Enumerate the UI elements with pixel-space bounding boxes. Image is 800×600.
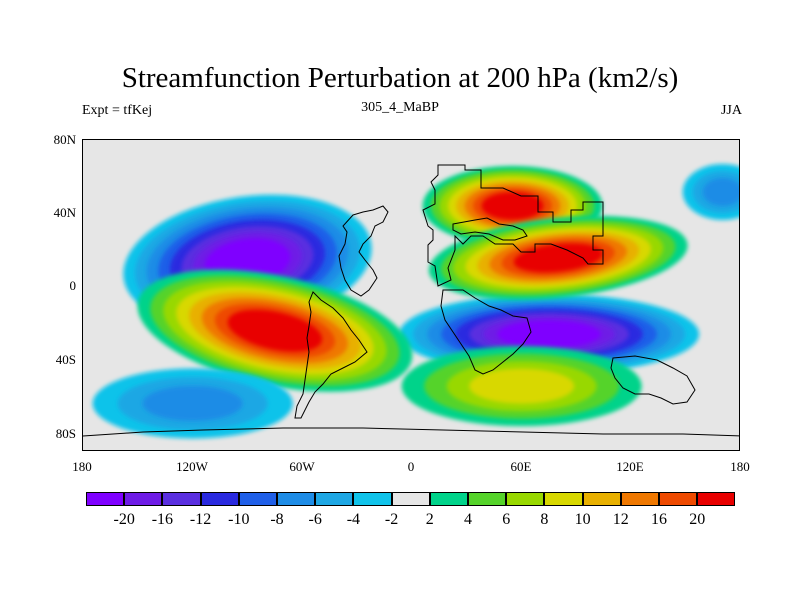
coastline-outline [422,164,604,287]
coastline-outline [294,291,368,419]
low-contour [142,385,243,421]
colorbar-label: 8 [540,511,549,528]
high-contour [513,243,603,273]
low-contour [702,178,739,206]
coastline-outline [338,205,389,297]
lat-label: 80N [53,132,76,147]
low-contour [497,320,601,348]
coastline-outline [83,427,739,437]
colorbar-swatch [544,492,583,506]
coastline-outline [452,217,528,241]
high-contour [469,368,575,404]
lat-label: 40S [55,352,76,367]
colorbar-swatch [620,492,659,506]
season-label: JJA [720,103,742,118]
colorbar-swatch [391,492,430,506]
lat-label: 80S [55,426,76,441]
colorbar-label: -8 [270,511,284,528]
colorbar-label: -2 [384,511,399,528]
high-contour [227,309,323,352]
lat-label: 40N [53,205,76,220]
colorbar-swatch [353,492,392,506]
colorbar-label: -12 [189,511,212,528]
lat-label: 0 [69,278,77,293]
lon-label: 60E [510,459,532,474]
colorbar-label: -6 [308,511,322,528]
lon-label: 180 [730,459,750,474]
colorbar-label: 4 [464,511,472,528]
colorbar-swatch [506,492,545,506]
colorbar-swatch [582,492,621,506]
contour-map [83,140,739,450]
colorbar-swatch [200,492,239,506]
colorbar-swatch [238,492,277,506]
colorbar-swatch [659,492,698,506]
colorbar-swatch [468,492,507,506]
contour-fields [92,164,739,439]
colorbar-swatch [277,492,316,506]
colorbar-swatch [315,492,354,506]
coastline-outline [440,289,532,375]
coastline [83,164,739,437]
lon-label: 180 [72,459,92,474]
colorbar-swatch [124,492,163,506]
colorbar-swatch [162,492,201,506]
high-contour [481,192,544,220]
map-plot-area [82,139,740,451]
lon-label: 120W [176,459,208,474]
lon-label: 60W [289,459,315,474]
colorbar-swatch [697,492,736,506]
chart-title: Streamfunction Perturbation at 200 hPa (… [121,62,679,94]
experiment-label: Expt = tfKej [82,103,153,118]
colorbar-swatch [429,492,468,506]
colorbar-label: -20 [113,511,135,528]
colorbar-label: 6 [502,511,511,528]
case-label: 305_4_MaBP [361,100,439,115]
lon-label: 0 [407,459,415,474]
colorbar-label: 12 [612,511,629,528]
colorbar-label: -4 [346,511,361,528]
colorbar-label: 2 [425,511,434,528]
colorbar-label: -16 [151,511,174,528]
colorbar-label: -10 [228,511,250,528]
coastline-outline [610,355,696,405]
colorbar-label: 20 [689,511,706,528]
colorbar-swatch [86,492,125,506]
colorbar-label: 16 [651,511,667,528]
lon-label: 120E [616,459,644,474]
colorbar-label: 10 [574,511,591,528]
